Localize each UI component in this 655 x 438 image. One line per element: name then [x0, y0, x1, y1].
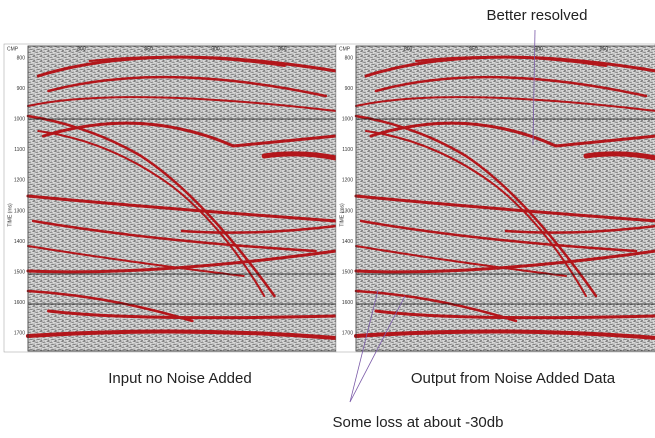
- x-tick-label: 900: [534, 46, 543, 52]
- x-tick-label: 900: [211, 46, 220, 52]
- y-tick-label: 1700: [14, 331, 25, 337]
- y-tick-label: 1200: [342, 178, 353, 184]
- annotation: Better resolved: [487, 7, 588, 24]
- y-tick-label: 1600: [342, 300, 353, 306]
- seismic-section: [356, 46, 655, 351]
- x-tick-label: 950: [278, 46, 287, 52]
- y-tick-label: 1400: [342, 239, 353, 245]
- seismic-section: [28, 46, 336, 351]
- y-tick-label: 1500: [14, 270, 25, 276]
- x-axis-label: CMP: [339, 46, 351, 52]
- y-tick-label: 1600: [14, 300, 25, 306]
- y-tick-label: 800: [17, 55, 26, 61]
- y-axis-label: TIME (ms): [7, 203, 13, 227]
- y-tick-label: 900: [17, 86, 26, 92]
- y-tick-label: 1700: [342, 331, 353, 337]
- panel-caption: Output from Noise Added Data: [411, 370, 616, 387]
- y-tick-label: 1200: [14, 178, 25, 184]
- y-tick-label: 1500: [342, 270, 353, 276]
- y-tick-label: 1100: [14, 147, 25, 153]
- panel-caption: Input no Noise Added: [108, 370, 251, 387]
- x-tick-label: 850: [144, 46, 153, 52]
- x-axis-label: CMP: [7, 46, 19, 52]
- page: Better resolved Input no Noise Added Out…: [0, 0, 655, 438]
- y-tick-label: 1000: [342, 117, 353, 123]
- annotation: Some loss at about -30db: [333, 414, 504, 431]
- y-tick-label: 1400: [14, 239, 25, 245]
- y-tick-label: 800: [345, 55, 354, 61]
- y-tick-label: 1000: [14, 117, 25, 123]
- y-axis-label: TIME (ms): [339, 203, 345, 227]
- y-tick-label: 900: [345, 86, 354, 92]
- x-tick-label: 850: [469, 46, 478, 52]
- y-tick-label: 1100: [342, 147, 353, 153]
- x-tick-label: 800: [404, 46, 413, 52]
- y-tick-label: 1300: [14, 208, 25, 214]
- x-tick-label: 950: [600, 46, 609, 52]
- x-tick-label: 800: [77, 46, 86, 52]
